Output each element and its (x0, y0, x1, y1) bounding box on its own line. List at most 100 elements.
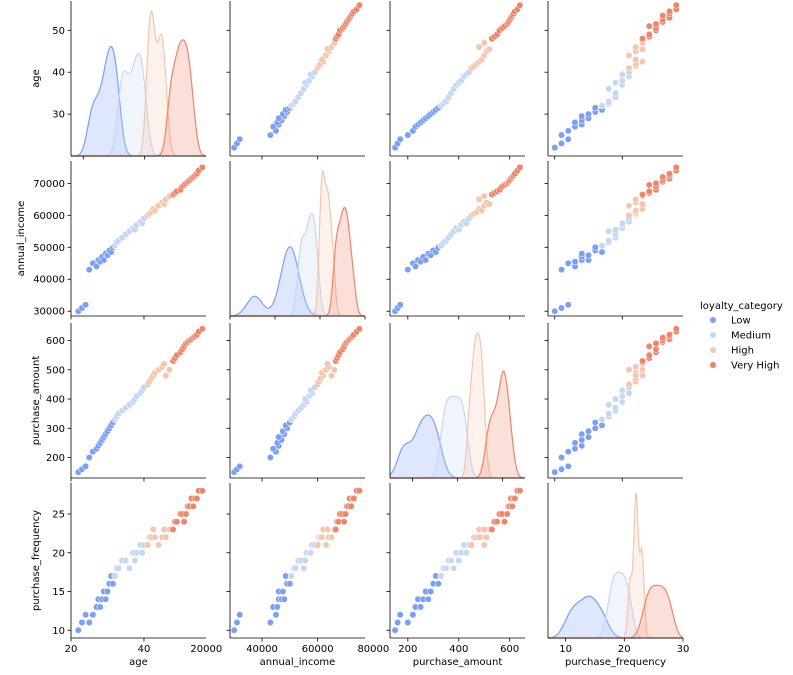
point-high-4 (151, 533, 159, 541)
legend-title: loyalty_category (700, 301, 783, 312)
y-tick-label-purchase_amount: 200 (46, 453, 65, 464)
point-high-8 (328, 533, 336, 541)
legend-label-low: Low (731, 316, 751, 327)
point-low-3 (404, 131, 412, 139)
point-high-9 (639, 366, 646, 374)
point-low-14 (434, 580, 442, 588)
point-low-0 (74, 626, 82, 634)
point-medium-8 (618, 392, 626, 400)
panel-purchase_frequency-vs-annual_income (226, 483, 365, 642)
point-medium-2 (442, 564, 450, 572)
point-high-4 (318, 56, 326, 64)
point-high-7 (323, 360, 331, 368)
point-medium-5 (125, 564, 133, 572)
point-low-3 (266, 131, 274, 139)
point-medium-0 (287, 572, 295, 580)
point-very-high-6 (342, 510, 349, 518)
point-very-high-2 (493, 518, 501, 526)
point-very-high-12 (350, 495, 358, 502)
point-medium-7 (455, 557, 463, 564)
point-low-2 (236, 135, 244, 143)
point-high-0 (314, 541, 322, 549)
point-very-high-0 (169, 526, 177, 533)
point-low-1 (558, 139, 565, 147)
point-very-high-10 (508, 502, 516, 510)
point-very-high-12 (666, 331, 673, 339)
point-high-0 (625, 211, 633, 219)
point-low-3 (266, 454, 274, 461)
point-low-2 (564, 462, 572, 470)
point-low-2 (82, 611, 90, 619)
point-high-0 (468, 541, 475, 549)
point-high-8 (632, 372, 640, 380)
y-tick-label-purchase_amount: 500 (46, 365, 65, 376)
kde-fill-purchase_frequency-medium (548, 572, 683, 638)
point-very-high-14 (198, 487, 206, 495)
point-high-4 (632, 207, 640, 214)
point-high-8 (475, 533, 483, 541)
point-medium-10 (618, 219, 626, 227)
kde-fill-age-low (71, 46, 206, 157)
y-tick-label-age: 30 (52, 110, 65, 121)
point-low-2 (236, 611, 244, 619)
point-low-14 (591, 104, 599, 112)
x-tick-label-annual_income: 20000 (190, 644, 222, 655)
point-low-4 (409, 611, 417, 619)
kde-fill-purchase_frequency-very-high (548, 585, 683, 638)
point-medium-0 (598, 242, 606, 250)
point-low-1 (558, 304, 565, 312)
panel-annual_income-vs-purchase_amount (386, 161, 525, 320)
kde-fill-purchase_amount-low (390, 415, 525, 478)
point-very-high-12 (666, 170, 673, 178)
point-high-8 (475, 43, 483, 51)
kde-fill-purchase_frequency-low (548, 596, 683, 638)
point-high-5 (625, 366, 633, 374)
y-tick-label-annual_income: 60000 (33, 211, 65, 222)
point-high-5 (322, 541, 330, 549)
point-very-high-10 (659, 334, 667, 342)
y-tick-label-purchase_frequency: 25 (52, 510, 65, 521)
point-very-high-2 (645, 351, 653, 359)
panel-purchase_frequency-vs-purchase_amount (386, 483, 525, 642)
point-very-high-5 (180, 518, 188, 526)
point-medium-2 (605, 98, 613, 105)
point-high-9 (480, 526, 488, 533)
y-tick-label-purchase_frequency: 20 (52, 548, 65, 559)
panel-purchase_frequency-vs-age (67, 483, 206, 642)
point-low-14 (109, 580, 117, 588)
point-high-6 (483, 533, 491, 541)
point-low-9 (100, 256, 108, 264)
point-very-high-6 (652, 340, 660, 347)
point-very-high-5 (645, 181, 653, 189)
x-tick-label-annual_income: 80000 (357, 644, 389, 655)
point-high-4 (632, 56, 640, 64)
point-high-0 (144, 541, 152, 549)
point-high-7 (485, 200, 493, 208)
panel-purchase_amount-vs-age (67, 323, 206, 482)
point-low-2 (82, 462, 90, 470)
point-low-3 (85, 619, 93, 626)
point-low-11 (427, 588, 435, 595)
point-low-2 (396, 135, 404, 143)
x-axis-label-purchase_amount: purchase_amount (413, 657, 503, 668)
point-low-4 (564, 448, 572, 456)
point-low-5 (571, 445, 579, 453)
point-low-4 (564, 127, 572, 135)
kde-fill-annual_income-medium (230, 213, 365, 316)
point-high-5 (155, 541, 163, 549)
y-axis-label-purchase_amount: purchase_amount (31, 356, 42, 446)
point-very-high-4 (652, 345, 660, 353)
point-very-high-6 (182, 510, 190, 518)
legend-label-high: High (731, 346, 754, 357)
point-high-9 (330, 366, 338, 374)
point-very-high-0 (488, 526, 496, 533)
point-very-high-0 (639, 357, 646, 365)
panel-purchase_frequency-vs-purchase_frequency (547, 483, 684, 642)
point-medium-7 (301, 557, 309, 564)
point-very-high-2 (645, 31, 653, 38)
x-tick-label-age: 20 (65, 644, 78, 655)
point-very-high-14 (516, 487, 524, 495)
point-very-high-14 (516, 1, 524, 9)
x-tick-label-annual_income: 40000 (246, 644, 278, 655)
